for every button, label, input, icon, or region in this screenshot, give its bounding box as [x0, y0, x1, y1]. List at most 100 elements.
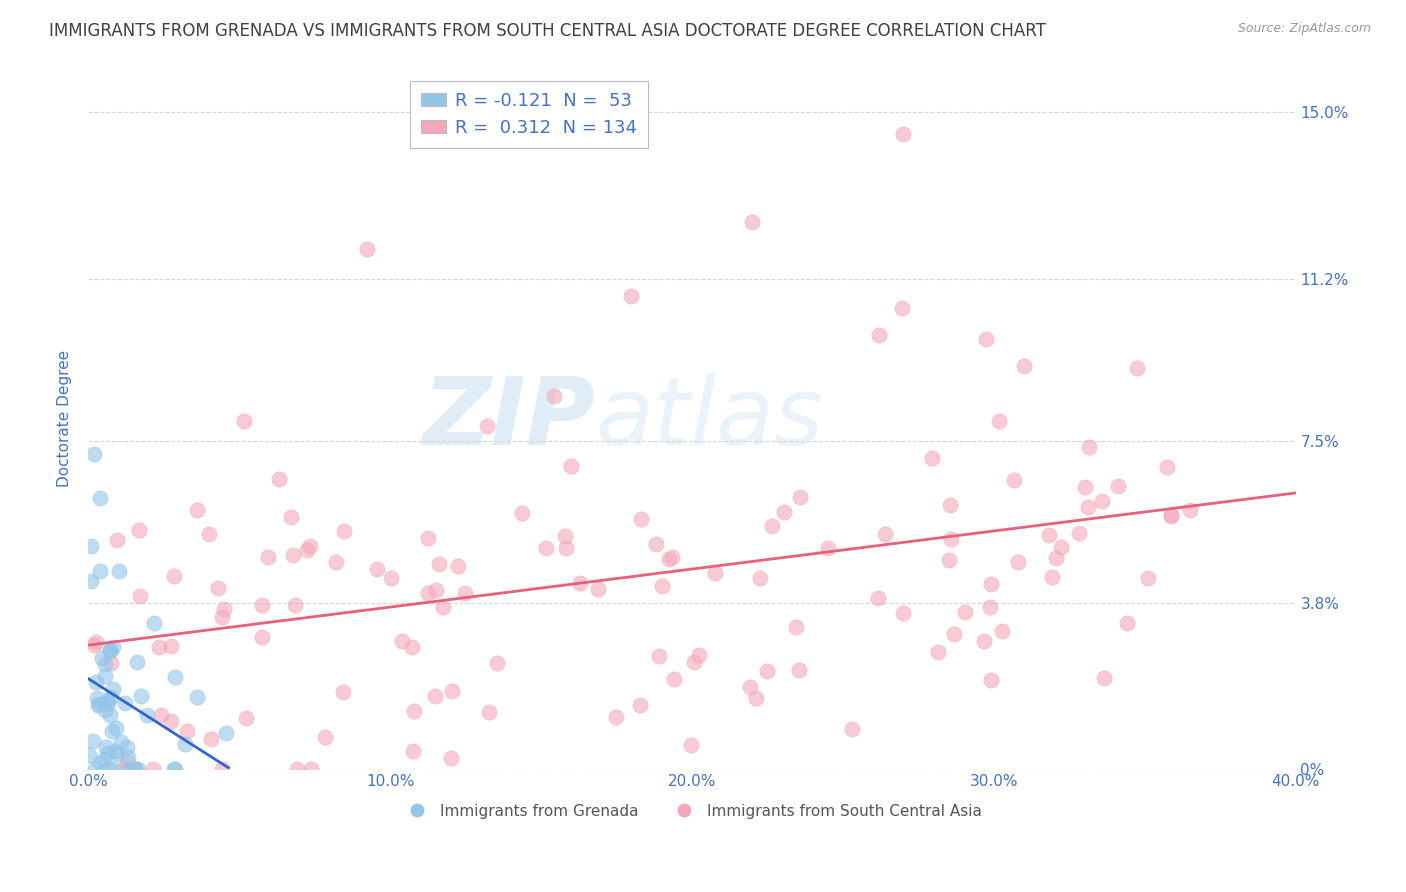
Point — [380, 571, 402, 585]
Point — [1074, 479, 1097, 493]
Point — [891, 127, 914, 141]
Point — [554, 541, 576, 555]
Point — [554, 529, 576, 543]
Point — [418, 585, 440, 599]
Point — [98, 643, 121, 657]
Point — [86, 690, 108, 705]
Point — [683, 655, 706, 669]
Point — [1007, 555, 1029, 569]
Point — [105, 747, 128, 761]
Point — [1126, 360, 1149, 375]
Point — [94, 657, 117, 671]
Point — [129, 589, 152, 603]
Point — [80, 540, 103, 554]
Point — [98, 762, 121, 776]
Point — [325, 555, 347, 569]
Point — [704, 566, 727, 580]
Point — [645, 536, 668, 550]
Point — [267, 472, 290, 486]
Point — [84, 634, 107, 648]
Point — [86, 698, 108, 712]
Point — [149, 708, 172, 723]
Point — [1092, 671, 1115, 685]
Point — [285, 762, 308, 776]
Point — [454, 586, 477, 600]
Point — [79, 574, 101, 589]
Point — [628, 698, 651, 712]
Legend: Immigrants from Grenada, Immigrants from South Central Asia: Immigrants from Grenada, Immigrants from… — [395, 797, 988, 825]
Text: ZIP: ZIP — [422, 373, 595, 465]
Point — [817, 541, 839, 556]
Point — [789, 490, 811, 504]
Point — [136, 708, 159, 723]
Point — [176, 724, 198, 739]
Point — [127, 655, 149, 669]
Point — [200, 731, 222, 746]
Point — [773, 505, 796, 519]
Point — [647, 648, 669, 663]
Point — [620, 289, 643, 303]
Point — [416, 532, 439, 546]
Y-axis label: Doctorate Degree: Doctorate Degree — [58, 351, 72, 487]
Point — [921, 450, 943, 465]
Point — [117, 750, 139, 764]
Point — [477, 705, 499, 719]
Point — [299, 762, 322, 776]
Point — [942, 627, 965, 641]
Point — [186, 690, 208, 705]
Point — [1091, 494, 1114, 508]
Point — [86, 674, 108, 689]
Point — [953, 606, 976, 620]
Point — [163, 762, 186, 776]
Point — [755, 665, 778, 679]
Text: atlas: atlas — [595, 374, 824, 465]
Point — [425, 689, 447, 703]
Point — [658, 551, 681, 566]
Point — [105, 533, 128, 547]
Point — [124, 762, 146, 776]
Point — [987, 414, 1010, 428]
Point — [425, 582, 447, 597]
Point — [174, 737, 197, 751]
Point — [939, 532, 962, 546]
Point — [841, 723, 863, 737]
Point — [211, 762, 233, 776]
Point — [980, 577, 1002, 591]
Point — [1160, 509, 1182, 524]
Point — [89, 491, 111, 505]
Point — [89, 756, 111, 770]
Point — [105, 721, 128, 735]
Point — [97, 696, 120, 710]
Point — [148, 640, 170, 654]
Point — [1067, 525, 1090, 540]
Point — [748, 570, 770, 584]
Point — [235, 710, 257, 724]
Point — [568, 575, 591, 590]
Point — [94, 739, 117, 754]
Point — [100, 690, 122, 704]
Point — [252, 631, 274, 645]
Text: IMMIGRANTS FROM GRENADA VS IMMIGRANTS FROM SOUTH CENTRAL ASIA DOCTORATE DEGREE C: IMMIGRANTS FROM GRENADA VS IMMIGRANTS FR… — [49, 22, 1046, 40]
Point — [163, 762, 186, 776]
Point — [738, 680, 761, 694]
Point — [281, 548, 304, 562]
Point — [745, 691, 768, 706]
Point — [1077, 500, 1099, 514]
Point — [163, 569, 186, 583]
Point — [432, 599, 454, 614]
Point — [100, 707, 122, 722]
Point — [1078, 441, 1101, 455]
Point — [143, 616, 166, 631]
Point — [252, 599, 274, 613]
Point — [104, 744, 127, 758]
Point — [1160, 508, 1182, 523]
Point — [679, 738, 702, 752]
Point — [447, 559, 470, 574]
Point — [356, 242, 378, 256]
Point — [787, 663, 810, 677]
Point — [1156, 459, 1178, 474]
Point — [83, 638, 105, 652]
Point — [101, 681, 124, 696]
Point — [332, 684, 354, 698]
Point — [891, 301, 914, 315]
